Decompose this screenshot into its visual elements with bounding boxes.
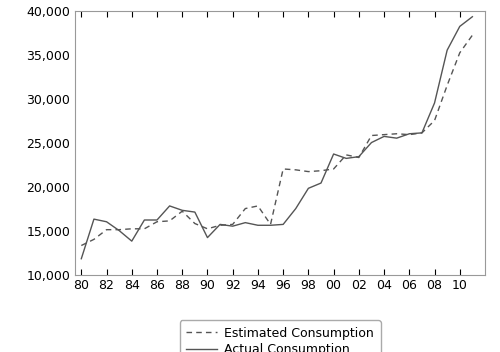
Estimated Consumption bbox=[419, 131, 425, 135]
Estimated Consumption bbox=[432, 118, 438, 123]
Actual Consumption bbox=[381, 134, 387, 138]
Estimated Consumption bbox=[280, 167, 286, 171]
Estimated Consumption bbox=[394, 132, 400, 136]
Actual Consumption bbox=[343, 156, 349, 161]
Estimated Consumption bbox=[91, 237, 97, 241]
Actual Consumption bbox=[192, 210, 198, 214]
Actual Consumption bbox=[104, 220, 110, 224]
Estimated Consumption bbox=[166, 219, 172, 223]
Actual Consumption bbox=[330, 152, 336, 156]
Estimated Consumption bbox=[179, 209, 185, 213]
Actual Consumption bbox=[242, 220, 248, 225]
Actual Consumption bbox=[293, 206, 299, 210]
Actual Consumption bbox=[432, 101, 438, 105]
Estimated Consumption bbox=[470, 33, 476, 37]
Actual Consumption bbox=[142, 218, 148, 222]
Estimated Consumption bbox=[104, 228, 110, 232]
Actual Consumption bbox=[154, 218, 160, 222]
Estimated Consumption bbox=[142, 227, 148, 231]
Estimated Consumption bbox=[293, 168, 299, 172]
Estimated Consumption bbox=[242, 206, 248, 210]
Actual Consumption bbox=[91, 217, 97, 221]
Actual Consumption bbox=[306, 186, 312, 190]
Actual Consumption bbox=[129, 239, 135, 243]
Estimated Consumption bbox=[192, 221, 198, 226]
Estimated Consumption bbox=[154, 220, 160, 224]
Line: Actual Consumption: Actual Consumption bbox=[82, 17, 472, 259]
Actual Consumption bbox=[457, 24, 463, 29]
Estimated Consumption bbox=[444, 83, 450, 88]
Estimated Consumption bbox=[230, 222, 235, 227]
Estimated Consumption bbox=[356, 155, 362, 159]
Estimated Consumption bbox=[457, 51, 463, 55]
Line: Estimated Consumption: Estimated Consumption bbox=[82, 35, 472, 246]
Actual Consumption bbox=[204, 235, 210, 240]
Estimated Consumption bbox=[406, 132, 412, 137]
Estimated Consumption bbox=[268, 222, 274, 227]
Estimated Consumption bbox=[368, 133, 374, 138]
Actual Consumption bbox=[116, 228, 122, 233]
Actual Consumption bbox=[470, 14, 476, 19]
Actual Consumption bbox=[356, 155, 362, 159]
Actual Consumption bbox=[444, 48, 450, 52]
Estimated Consumption bbox=[343, 153, 349, 157]
Actual Consumption bbox=[394, 136, 400, 140]
Actual Consumption bbox=[268, 223, 274, 227]
Actual Consumption bbox=[368, 140, 374, 145]
Estimated Consumption bbox=[217, 223, 223, 227]
Actual Consumption bbox=[406, 132, 412, 136]
Actual Consumption bbox=[179, 208, 185, 212]
Actual Consumption bbox=[255, 223, 261, 227]
Actual Consumption bbox=[166, 204, 172, 208]
Estimated Consumption bbox=[78, 244, 84, 248]
Estimated Consumption bbox=[381, 132, 387, 137]
Actual Consumption bbox=[419, 131, 425, 135]
Estimated Consumption bbox=[129, 227, 135, 231]
Legend: Estimated Consumption, Actual Consumption: Estimated Consumption, Actual Consumptio… bbox=[180, 320, 380, 352]
Actual Consumption bbox=[217, 222, 223, 227]
Estimated Consumption bbox=[255, 204, 261, 208]
Estimated Consumption bbox=[204, 227, 210, 231]
Actual Consumption bbox=[78, 257, 84, 261]
Estimated Consumption bbox=[318, 169, 324, 173]
Actual Consumption bbox=[318, 181, 324, 185]
Estimated Consumption bbox=[306, 170, 312, 174]
Actual Consumption bbox=[280, 222, 286, 227]
Actual Consumption bbox=[230, 224, 235, 228]
Estimated Consumption bbox=[330, 167, 336, 171]
Estimated Consumption bbox=[116, 228, 122, 232]
